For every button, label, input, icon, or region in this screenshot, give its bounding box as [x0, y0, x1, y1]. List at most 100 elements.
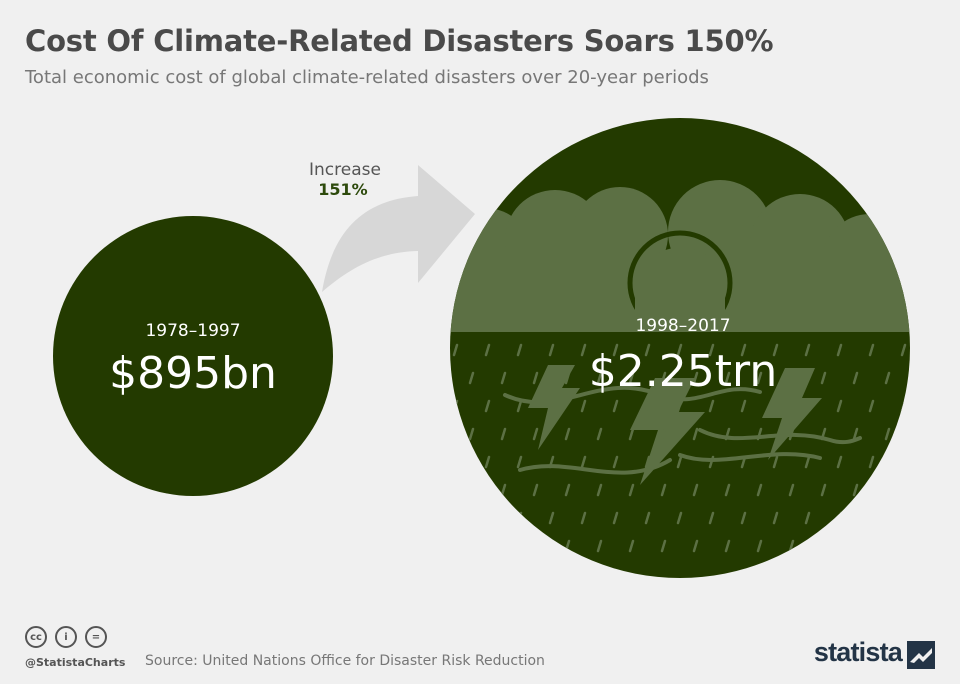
rain-drop [580, 399, 587, 413]
rain-drop [692, 427, 699, 441]
rain-drop [644, 455, 651, 469]
rain-drop [868, 343, 875, 357]
rain-drop [596, 539, 603, 553]
by-icon: i [55, 626, 77, 648]
rain-drop [628, 427, 635, 441]
rain-drop [724, 427, 731, 441]
rain-drop [564, 483, 571, 497]
rain-drop [452, 455, 459, 469]
rain-drop [612, 455, 619, 469]
rain-drop [804, 511, 811, 525]
rain-drop [548, 511, 555, 525]
rain-drop [772, 455, 779, 469]
cc-icon: cc [25, 626, 47, 648]
rain-drop [516, 455, 523, 469]
rain-drop [756, 371, 763, 385]
rain-drop [468, 483, 475, 497]
rain-drop [500, 483, 507, 497]
rain-drop [660, 371, 667, 385]
rain-drop [804, 343, 811, 357]
rain-drop [548, 399, 555, 413]
rain-drop [836, 343, 843, 357]
license-icons: cc i = [25, 626, 107, 648]
rain-drop [660, 427, 667, 441]
rain-drop [788, 371, 795, 385]
rain-drop [468, 539, 475, 553]
rain-drop [740, 455, 747, 469]
rain-drop [900, 455, 907, 469]
rain-drop [820, 483, 827, 497]
rain-drop [788, 483, 795, 497]
rain-drop [692, 371, 699, 385]
rain-drop [692, 539, 699, 553]
rain-drop [900, 343, 907, 357]
rain-drop [884, 371, 891, 385]
rain-drop [532, 539, 539, 553]
rain-drop [884, 539, 891, 553]
rain-drop [564, 371, 571, 385]
rain-drop [772, 511, 779, 525]
storm-illustration [450, 180, 921, 553]
rain-drop [612, 511, 619, 525]
rain-drop [516, 511, 523, 525]
rain-drop [596, 427, 603, 441]
chart-title: Cost Of Climate-Related Disasters Soars … [25, 24, 774, 58]
rain-drop [452, 399, 459, 413]
rain-drop [484, 511, 491, 525]
rain-drop [884, 483, 891, 497]
statista-logo[interactable]: statista [813, 637, 903, 667]
bubble-1978-1997 [53, 216, 333, 496]
value-label-1998-2017: $2.25trn [589, 346, 777, 397]
rain-drop [548, 343, 555, 357]
rain-drop [692, 483, 699, 497]
rain-drop [820, 427, 827, 441]
rain-drop [628, 539, 635, 553]
rain-drop [740, 399, 747, 413]
rain-drop [724, 483, 731, 497]
rain-drop [500, 427, 507, 441]
increase-arrow [322, 165, 475, 292]
rain-drop [612, 399, 619, 413]
rain-drop [852, 539, 859, 553]
rain-drop [452, 511, 459, 525]
chart-subtitle: Total economic cost of global climate-re… [25, 67, 709, 88]
rain-drop [836, 455, 843, 469]
rain-drop [708, 455, 715, 469]
rain-drop [868, 455, 875, 469]
source-note: Source: United Nations Office for Disast… [145, 653, 545, 669]
rain-drop [918, 373, 921, 383]
rain-drop [564, 427, 571, 441]
rain-drop [740, 343, 747, 357]
rain-drop [532, 427, 539, 441]
rain-drop [772, 399, 779, 413]
rain-drop [836, 399, 843, 413]
rain-drop [804, 455, 811, 469]
rain-drop [868, 399, 875, 413]
rain-drop [516, 399, 523, 413]
rain-drop [676, 343, 683, 357]
rain-drop [644, 399, 651, 413]
rain-drop [918, 485, 921, 495]
rain-drop [468, 371, 475, 385]
rain-drop [788, 427, 795, 441]
rain-drop [644, 511, 651, 525]
rain-drop [804, 399, 811, 413]
rain-drop [532, 371, 539, 385]
rain-drop [852, 427, 859, 441]
rain-drop [756, 539, 763, 553]
rain-drop [580, 343, 587, 357]
rain-drop [452, 343, 459, 357]
rain-drop [724, 371, 731, 385]
rain-drop [580, 455, 587, 469]
rain-drop [788, 539, 795, 553]
rain-drop [708, 343, 715, 357]
rain-drop [580, 511, 587, 525]
rain-drop [852, 371, 859, 385]
statista-handle[interactable]: @StatistaCharts [25, 656, 126, 669]
rain-drop [868, 511, 875, 525]
statista-logo-icon [907, 641, 935, 669]
increase-label: Increase [309, 160, 381, 180]
rain-drop [820, 539, 827, 553]
rain-drop [918, 541, 921, 551]
